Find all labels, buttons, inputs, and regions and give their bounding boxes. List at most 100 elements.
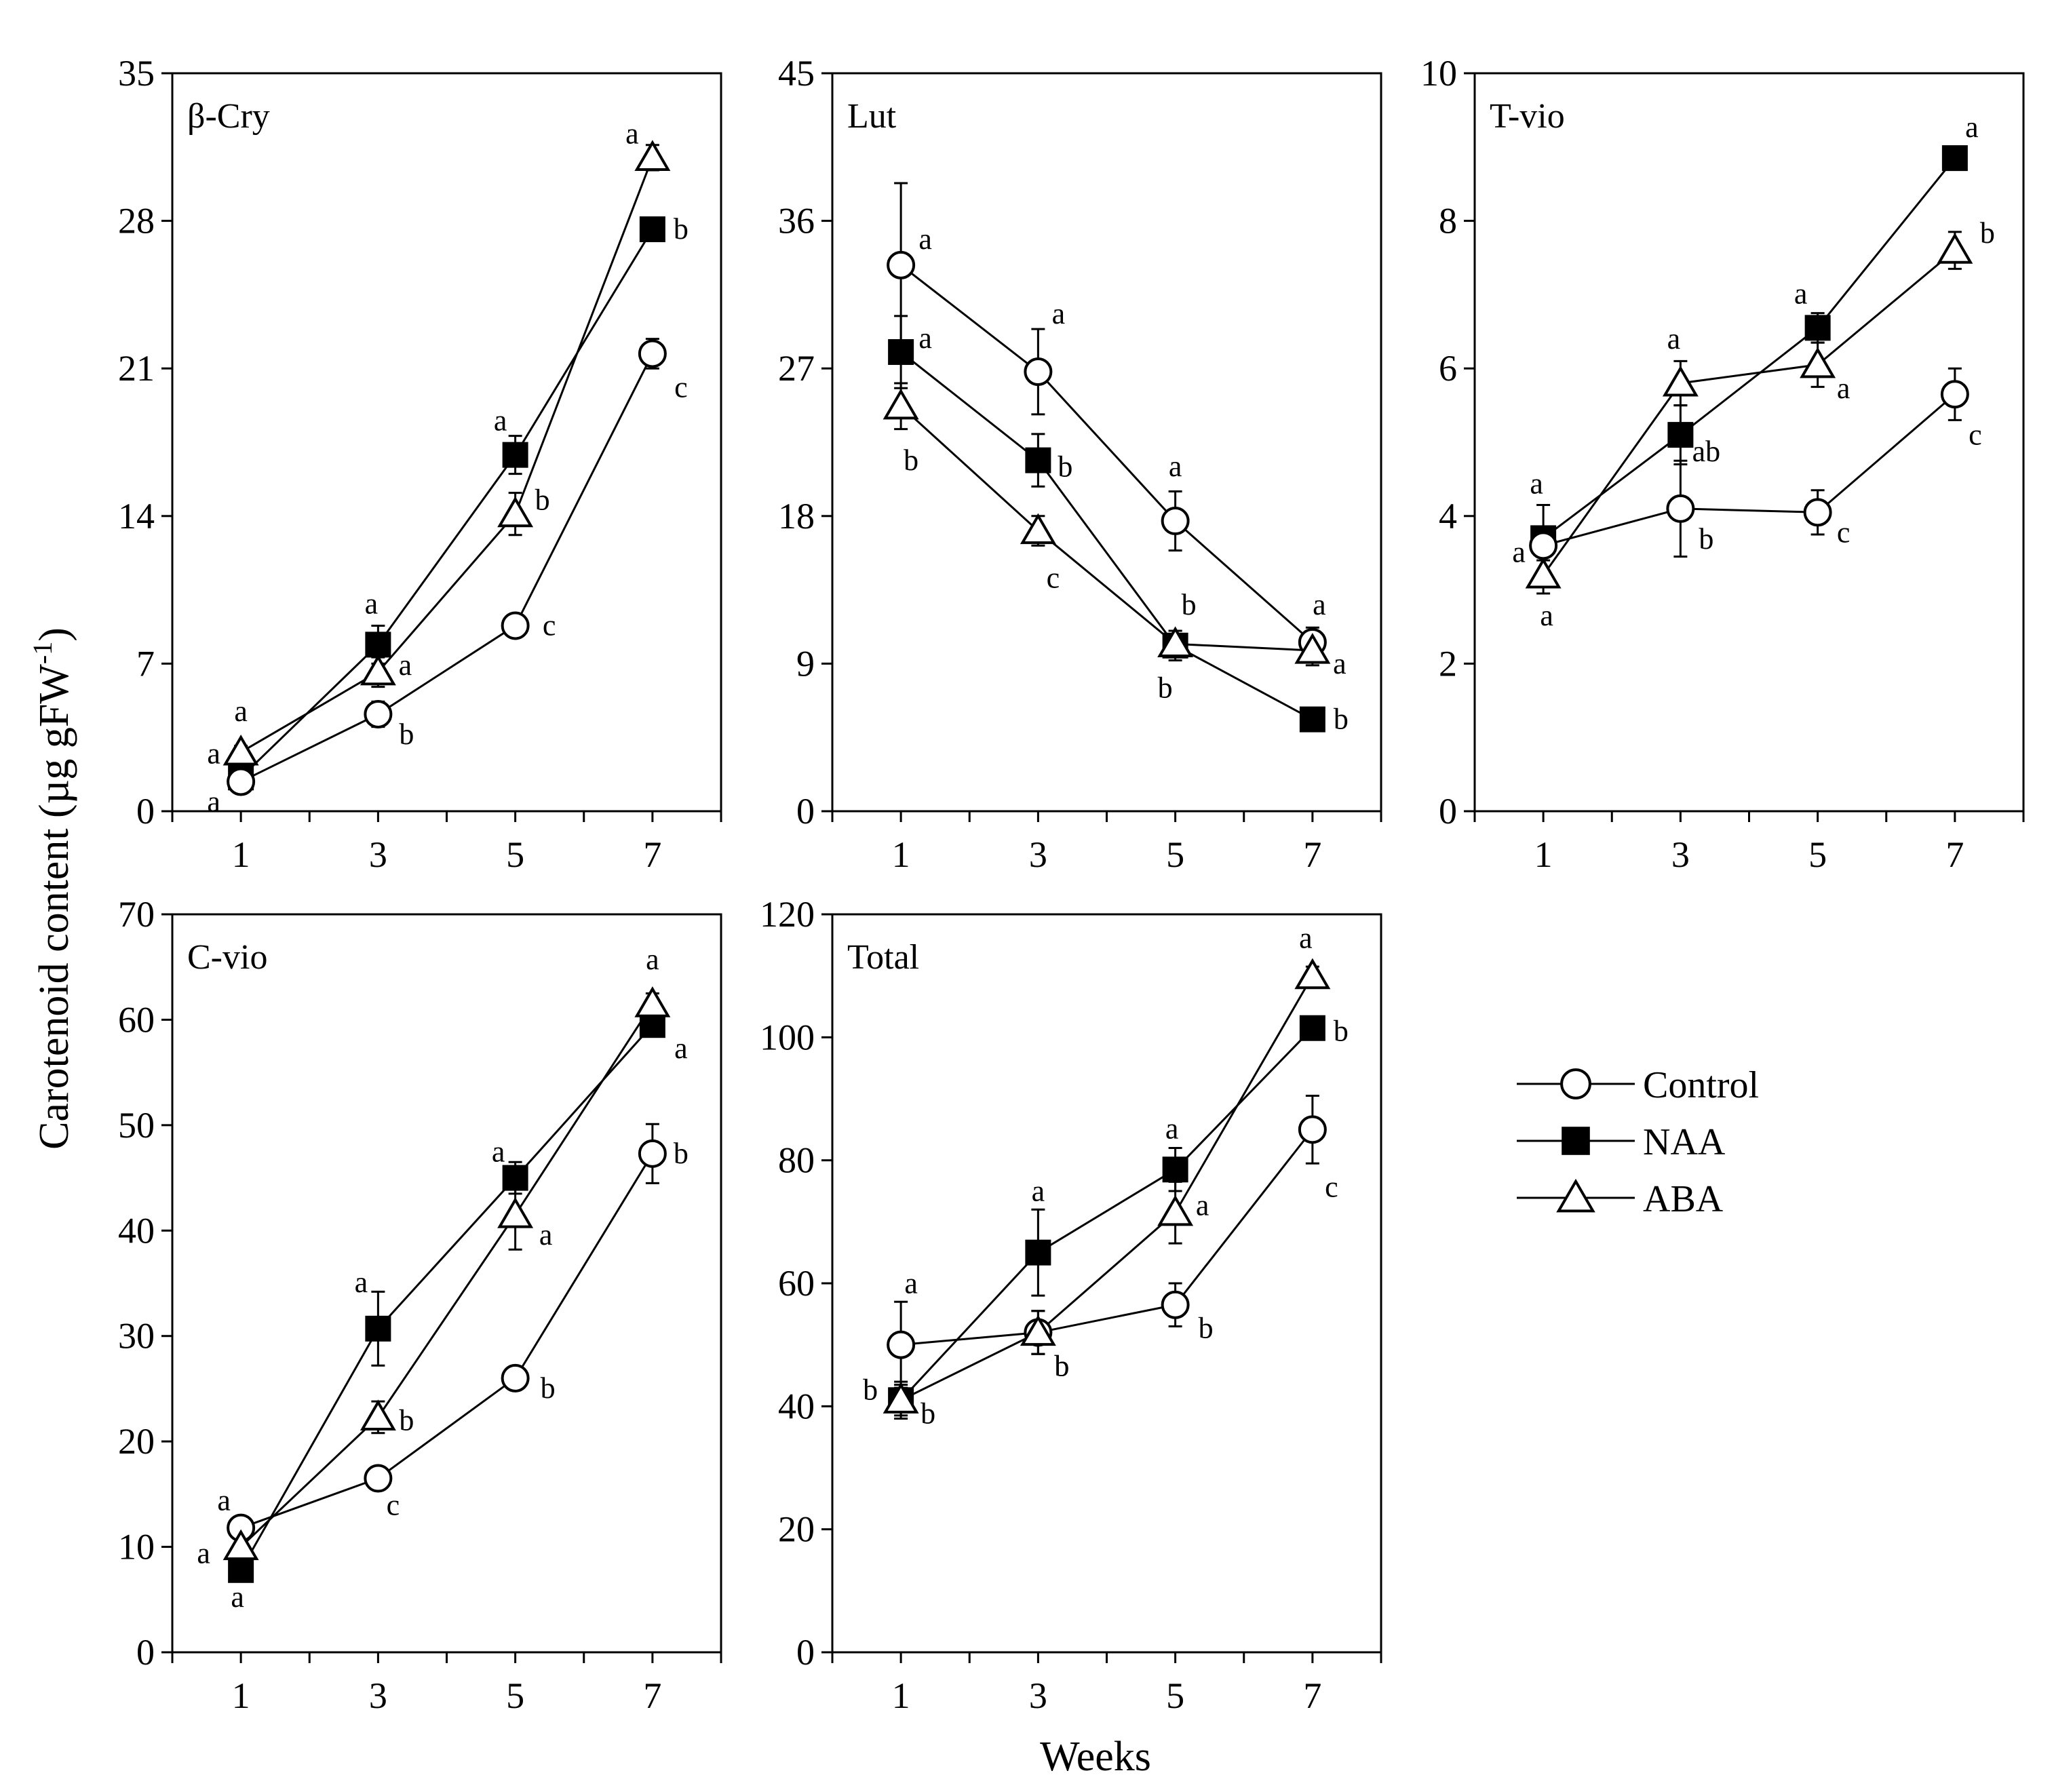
significance-label: b <box>1054 1350 1069 1383</box>
x-tick-label: 7 <box>643 1675 661 1716</box>
point-naa <box>1299 706 1325 733</box>
point-naa <box>502 1165 528 1191</box>
point-aba <box>1294 958 1331 990</box>
y-tick-label: 0 <box>796 791 815 832</box>
y-tick-label: 40 <box>118 1210 155 1251</box>
point-naa <box>1941 145 1968 172</box>
series-line-control <box>900 1129 1314 1346</box>
series-line-naa <box>240 229 654 779</box>
y-tick-label: 0 <box>136 1632 155 1673</box>
legend: Control NAA ABA <box>1517 1064 1759 1220</box>
y-tick-label: 27 <box>778 348 815 389</box>
y-tick-label: 21 <box>118 348 155 389</box>
x-tick-label: 3 <box>1671 834 1690 875</box>
significance-label: a <box>1032 1175 1045 1208</box>
series-line-naa <box>239 1024 653 1571</box>
point-aba <box>1525 557 1562 589</box>
y-tick-label: 2 <box>1439 643 1457 684</box>
significance-label: a <box>918 322 932 355</box>
y-tick-label: 6 <box>1439 348 1457 389</box>
significance-label: a <box>646 943 659 976</box>
significance-label: a <box>1052 297 1066 330</box>
significance-label: c <box>543 608 556 642</box>
significance-label: a <box>355 1266 368 1299</box>
y-tick-label: 10 <box>118 1527 155 1567</box>
series-line-control <box>240 353 654 783</box>
significance-label: a <box>1333 647 1346 680</box>
point-aba <box>634 140 671 171</box>
point-aba <box>883 388 919 420</box>
panel-label: T-vio <box>1490 97 1565 136</box>
legend-marker-control <box>1560 1068 1591 1099</box>
y-tick-label: 0 <box>796 1632 815 1673</box>
significance-label: b <box>1199 1312 1214 1345</box>
point-naa <box>1299 1015 1325 1041</box>
panel-label: C-vio <box>187 938 267 977</box>
x-tick-label: 1 <box>892 834 910 875</box>
significance-label: a <box>904 1267 918 1300</box>
point-naa <box>1667 422 1694 448</box>
point-control <box>501 611 530 640</box>
significance-label: b <box>674 1137 689 1170</box>
significance-label: b <box>1182 588 1197 621</box>
y-tick-label: 60 <box>118 999 155 1040</box>
y-tick-label: 18 <box>778 496 815 537</box>
significance-label: b <box>399 718 414 751</box>
significance-label: b <box>1054 1350 1069 1383</box>
significance-label: a <box>399 648 412 682</box>
y-tick-label: 0 <box>136 791 155 832</box>
y-tick-label: 20 <box>778 1509 815 1550</box>
point-control <box>501 1363 530 1392</box>
significance-label: a <box>918 222 932 256</box>
x-tick-label: 5 <box>506 1675 524 1716</box>
y-tick-label: 70 <box>118 894 155 935</box>
point-aba <box>222 1529 259 1561</box>
significance-label: b <box>1334 703 1349 736</box>
y-tick-label: 9 <box>796 643 815 684</box>
legend-label: Control <box>1643 1064 1759 1106</box>
y-tick-label: 8 <box>1439 201 1457 241</box>
point-naa <box>888 339 914 366</box>
x-tick-label: 5 <box>1166 1675 1184 1716</box>
point-control <box>1529 531 1558 560</box>
x-tick-label: 7 <box>1945 834 1964 875</box>
significance-label: b <box>674 212 689 246</box>
significance-label: c <box>1325 1170 1338 1203</box>
series-line-control <box>240 1153 654 1530</box>
significance-label: a <box>1299 922 1313 955</box>
y-tick-label: 10 <box>1420 53 1457 94</box>
x-axis-title: Weeks <box>1040 1734 1151 1780</box>
x-tick-label: 5 <box>1166 834 1184 875</box>
point-aba <box>1294 633 1331 664</box>
point-aba <box>222 734 259 766</box>
point-naa <box>1804 315 1831 341</box>
y-tick-label: 100 <box>760 1017 815 1057</box>
panel-label: β-Cry <box>187 97 270 136</box>
panel-label: Lut <box>847 97 897 136</box>
point-aba <box>360 1399 396 1430</box>
significance-label: a <box>625 117 639 150</box>
legend-marker-naa <box>1562 1127 1590 1155</box>
plot-frame <box>171 72 722 813</box>
point-aba <box>634 986 671 1017</box>
series-line-naa <box>900 1027 1313 1401</box>
legend-item-naa: NAA <box>1517 1121 1726 1163</box>
x-tick-label: 7 <box>1303 1675 1321 1716</box>
significance-label: b <box>1699 522 1713 556</box>
significance-label: a <box>1667 322 1681 355</box>
significance-label: a <box>1512 535 1526 568</box>
significance-label: b <box>399 1403 414 1437</box>
significance-label: a <box>1794 277 1808 310</box>
x-tick-label: 1 <box>232 834 250 875</box>
significance-label: a <box>197 1537 210 1570</box>
x-tick-label: 7 <box>643 834 661 875</box>
point-naa <box>365 631 391 658</box>
significance-label: a <box>539 1218 553 1251</box>
y-tick-label: 35 <box>118 53 155 94</box>
point-aba <box>1662 365 1699 397</box>
y-tick-label: 4 <box>1439 496 1457 537</box>
